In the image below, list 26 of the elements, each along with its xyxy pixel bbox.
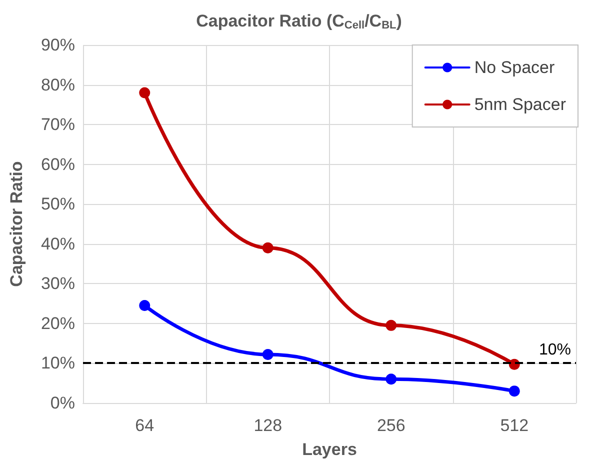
point <box>262 348 274 360</box>
y-tick-label: 50% <box>40 194 75 214</box>
y-tick-label: 70% <box>40 115 75 134</box>
y-tick-label: 40% <box>40 234 75 254</box>
y-tick-label: 30% <box>40 274 75 294</box>
point <box>386 320 397 331</box>
ref-line-label: 10% <box>538 342 571 359</box>
x-tick-label: 256 <box>376 416 406 435</box>
y-tick-label: 20% <box>40 314 75 333</box>
point <box>139 300 150 312</box>
y-tick-label: 60% <box>40 154 75 174</box>
y-axis-title: Capacitor Ratio <box>7 161 26 287</box>
x-tick-label: 512 <box>500 416 529 435</box>
legend-label: No Spacer <box>474 58 555 77</box>
y-tick-label: 0% <box>50 394 75 412</box>
x-tick-label: 64 <box>135 416 154 435</box>
y-tick-label: 10% <box>40 354 75 373</box>
point <box>386 374 397 385</box>
point <box>139 87 150 98</box>
y-tick-label: 80% <box>40 75 75 94</box>
legend-label: 5nm Spacer <box>474 95 566 114</box>
y-tick-label: 90% <box>40 36 75 54</box>
x-axis-title: Layers <box>302 440 357 459</box>
x-tick-label: 128 <box>254 416 282 435</box>
point <box>262 242 274 254</box>
point <box>508 386 520 397</box>
